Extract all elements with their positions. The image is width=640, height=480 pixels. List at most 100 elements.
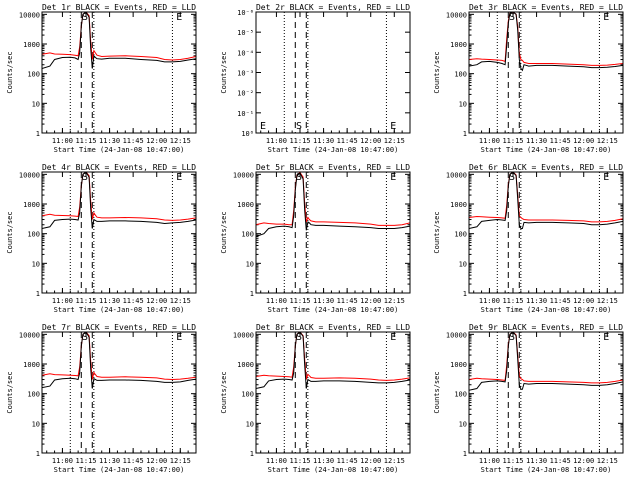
y-tick-label: 100 — [454, 391, 467, 399]
start-marker-label: S — [296, 332, 302, 343]
y-tick-label: 1000 — [23, 361, 40, 369]
y-tick-label: 1000 — [450, 41, 467, 49]
events-series-line — [256, 332, 410, 389]
chart-title: Det 3r BLACK = Events, RED = LLD — [469, 3, 623, 12]
x-tick-label: 12:15 — [597, 297, 618, 305]
end-marker-label: E — [390, 121, 396, 132]
events-series-line — [42, 172, 196, 229]
y-tick-label: 100 — [241, 391, 254, 399]
x-tick-label: 11:00 — [266, 137, 287, 145]
x-tick-label: 12:15 — [384, 297, 405, 305]
x-tick-label: 11:15 — [75, 297, 96, 305]
x-tick-label: 12:15 — [170, 137, 191, 145]
end-marker-label: E — [603, 12, 609, 23]
x-tick-label: 11:00 — [52, 457, 73, 465]
y-tick-label: 10⁰ — [241, 130, 254, 138]
y-axis-label: Counts/sec — [220, 51, 228, 93]
x-tick-label: 11:00 — [52, 137, 73, 145]
chart-panel-9: Det 9r BLACK = Events, RED = LLD 1 10 100 10… — [433, 323, 624, 474]
x-tick-label: 11:15 — [289, 457, 310, 465]
start-marker-label: S — [296, 121, 302, 132]
x-axis-label: Start Time (24-Jan-08 10:47:00) — [268, 306, 399, 314]
x-axis-label: Start Time (24-Jan-08 10:47:00) — [268, 146, 399, 154]
y-tick-label: 10000 — [19, 331, 40, 339]
y-axis-label: Counts/sec — [220, 211, 228, 253]
y-tick-label: 100 — [27, 71, 40, 79]
chart-title: Det 6r BLACK = Events, RED = LLD — [469, 163, 623, 172]
plot-frame — [41, 11, 197, 134]
events-series-line — [469, 172, 623, 229]
plot-frame — [255, 171, 411, 294]
plot-frame — [468, 171, 624, 294]
x-axis-label: Start Time (24-Jan-08 10:47:00) — [481, 146, 612, 154]
plot-frame — [41, 171, 197, 294]
end-marker-label: E — [176, 12, 182, 23]
x-tick-label: 11:45 — [337, 137, 358, 145]
x-tick-label: 11:30 — [313, 137, 334, 145]
end-marker-label: E — [603, 172, 609, 183]
chart-title: Det 7r BLACK = Events, RED = LLD — [42, 323, 196, 332]
y-tick-label: 100 — [454, 231, 467, 239]
x-tick-label: 11:15 — [75, 457, 96, 465]
x-tick-label: 11:15 — [502, 297, 523, 305]
x-tick-label: 11:45 — [550, 457, 571, 465]
plot-frame — [468, 11, 624, 134]
plot-area — [42, 332, 196, 453]
x-tick-label: 11:30 — [526, 297, 547, 305]
chart-panel-3: Det 3r BLACK = Events, RED = LLD 1 10 100 10… — [433, 3, 624, 154]
x-tick-label: 11:15 — [289, 297, 310, 305]
x-axis-label: Start Time (24-Jan-08 10:47:00) — [54, 306, 185, 314]
chart-title: Det 2r BLACK = Events, RED = LLD — [256, 3, 410, 12]
plot-frame — [468, 331, 624, 454]
x-tick-label: 11:45 — [550, 297, 571, 305]
y-tick-label: 10 — [246, 420, 254, 428]
x-tick-label: 11:30 — [99, 297, 120, 305]
lld-series-line — [256, 332, 410, 381]
y-tick-label: 1000 — [23, 201, 40, 209]
y-tick-label: 1 — [463, 130, 467, 138]
x-tick-label: 11:45 — [123, 297, 144, 305]
chart-title: Det 9r BLACK = Events, RED = LLD — [469, 323, 623, 332]
x-tick-label: 12:00 — [146, 297, 167, 305]
x-tick-label: 11:00 — [266, 457, 287, 465]
plot-area — [469, 332, 623, 453]
plot-area — [469, 172, 623, 293]
x-tick-label: 12:15 — [384, 137, 405, 145]
end-marker-label: E — [176, 172, 182, 183]
y-tick-label: 10000 — [233, 171, 254, 179]
lld-series-line — [469, 332, 623, 384]
plot-frame — [255, 331, 411, 454]
start-marker-label: S — [509, 332, 515, 343]
y-tick-label: 10⁻³ — [237, 70, 254, 78]
x-tick-label: 12:00 — [146, 457, 167, 465]
y-axis-label: Counts/sec — [433, 51, 441, 93]
end-marker-label: E — [603, 332, 609, 343]
events-series-line — [42, 332, 196, 389]
x-tick-label: 11:00 — [52, 297, 73, 305]
y-tick-label: 1 — [36, 290, 40, 298]
x-tick-label: 11:45 — [123, 457, 144, 465]
y-tick-label: 10⁻² — [237, 90, 254, 98]
x-tick-label: 12:00 — [573, 137, 594, 145]
y-axis-label: Counts/sec — [6, 371, 14, 413]
start-marker-label: S — [82, 12, 88, 23]
plot-area — [256, 332, 410, 453]
y-tick-label: 10⁻⁶ — [237, 9, 254, 17]
x-tick-label: 11:45 — [550, 137, 571, 145]
lld-series-line — [42, 12, 196, 61]
x-tick-label: 11:30 — [313, 297, 334, 305]
chart-panel-6: Det 6r BLACK = Events, RED = LLD 1 10 100 10… — [433, 163, 624, 314]
x-tick-label: 12:00 — [146, 137, 167, 145]
x-tick-label: 11:45 — [337, 297, 358, 305]
x-axis-label: Start Time (24-Jan-08 10:47:00) — [54, 466, 185, 474]
x-tick-label: 11:30 — [313, 457, 334, 465]
y-tick-label: 1 — [250, 290, 254, 298]
y-axis-label: Counts/sec — [6, 51, 14, 93]
y-tick-label: 1 — [36, 130, 40, 138]
y-tick-label: 1000 — [23, 41, 40, 49]
x-tick-label: 11:30 — [99, 457, 120, 465]
x-tick-label: 12:00 — [360, 457, 381, 465]
x-tick-label: 11:30 — [526, 457, 547, 465]
y-tick-label: 10 — [32, 260, 40, 268]
x-tick-label: 11:45 — [123, 137, 144, 145]
